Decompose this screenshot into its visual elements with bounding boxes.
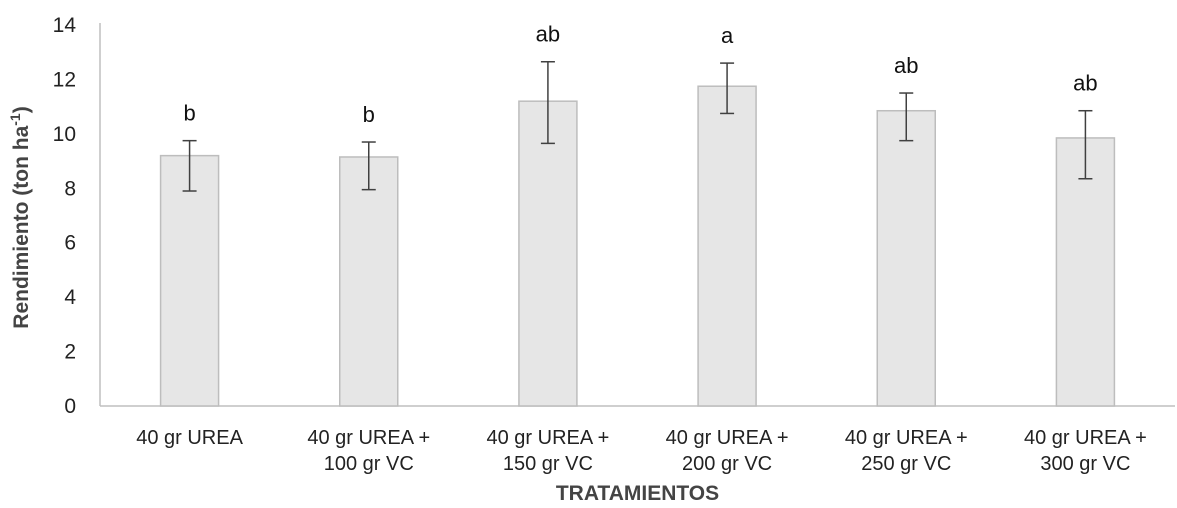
y-tick-label: 0 xyxy=(64,395,76,418)
bar xyxy=(1055,137,1116,407)
y-axis-ticks: 0 2 4 6 8 10 12 14 xyxy=(53,14,77,418)
y-tick-label: 10 xyxy=(53,123,76,146)
x-category-label: 40 gr UREA +200 gr VC xyxy=(666,427,789,475)
x-axis-title: TRATAMIENTOS xyxy=(556,482,719,505)
error-bar xyxy=(899,92,914,142)
bars-group xyxy=(159,85,1116,407)
x-category-label: 40 gr UREA +250 gr VC xyxy=(845,427,968,475)
significance-letter: ab xyxy=(894,53,918,78)
significance-letter: ab xyxy=(536,22,560,47)
error-bar xyxy=(1078,109,1093,180)
y-tick-label: 4 xyxy=(64,286,76,309)
bar xyxy=(339,156,399,407)
y-tick-label: 6 xyxy=(64,232,76,255)
bar xyxy=(697,85,757,407)
y-tick-label: 8 xyxy=(64,177,76,200)
error-bar xyxy=(540,60,555,145)
bar xyxy=(159,154,220,407)
y-tick-label: 12 xyxy=(53,68,76,91)
error-bar xyxy=(361,141,376,191)
bar xyxy=(518,100,578,407)
bar xyxy=(876,109,936,407)
significance-letters-group: b b ab a ab ab xyxy=(183,22,1097,127)
y-tick-label: 2 xyxy=(64,341,76,364)
x-category-label: 40 gr UREA +150 gr VC xyxy=(486,427,609,475)
significance-letter: b xyxy=(363,102,375,127)
y-axis-title: Rendimiento (ton ha-1) xyxy=(7,106,33,328)
error-bar xyxy=(182,139,197,192)
x-category-label: 40 gr UREA +100 gr VC xyxy=(307,427,430,475)
error-bars-group xyxy=(182,60,1093,192)
x-axis-categories: 40 gr UREA 40 gr UREA +100 gr VC 40 gr URE… xyxy=(136,427,1147,475)
x-category-label: 40 gr UREA xyxy=(136,427,243,449)
significance-letter: b xyxy=(183,101,195,126)
significance-letter: a xyxy=(721,23,734,48)
error-bar xyxy=(720,62,735,115)
y-tick-label: 14 xyxy=(53,14,77,37)
significance-letter: ab xyxy=(1073,71,1097,96)
x-category-label: 40 gr UREA +300 gr VC xyxy=(1024,427,1147,475)
